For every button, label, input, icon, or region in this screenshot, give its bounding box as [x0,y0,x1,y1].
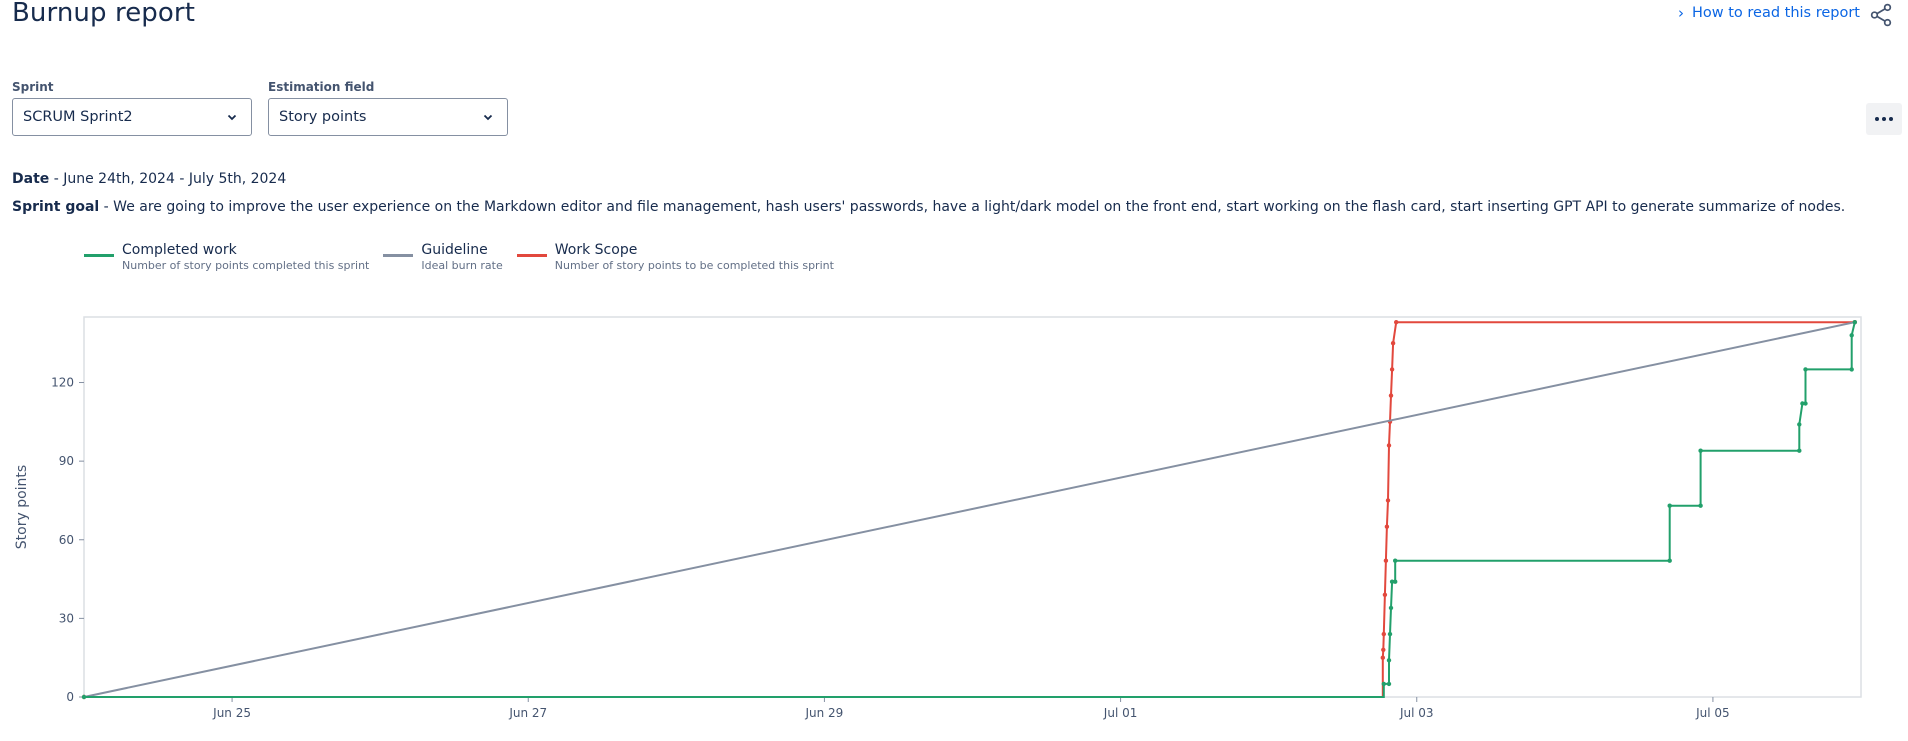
series-line-work-scope [84,321,1855,698]
estimation-select-value: Story points [279,109,367,125]
legend-name: Guideline [421,242,488,258]
data-point-completed-work[interactable] [1393,579,1398,584]
sprint-goal-label: Sprint goal [12,199,100,215]
legend-desc: Number of story points completed this sp… [122,259,370,272]
estimation-field-label: Estimation field [268,80,375,94]
chevron-down-icon [483,114,493,121]
data-point-completed-work[interactable] [1388,605,1394,611]
data-point-work-scope[interactable] [1384,524,1390,529]
legend-desc: Ideal burn rate [421,259,503,272]
legend-swatch-completed [84,254,114,257]
data-point-work-scope[interactable] [1380,655,1386,660]
estimation-field-select[interactable]: Story points [268,98,508,136]
more-horizontal-icon [1875,117,1879,121]
data-point-work-scope[interactable] [1394,320,1399,325]
chevron-right-icon: › [1677,3,1684,22]
sprint-select[interactable]: SCRUM Sprint2 [12,98,252,136]
data-point-completed-work[interactable] [1393,558,1398,563]
burnup-chart: 0 30 60 90 120 Jun 25 Jun 27 Jun 29 Jul 01 Jul 0… [14,316,1862,720]
x-tick-label: Jul 01 [1103,706,1138,720]
legend-swatch-guideline [383,254,414,257]
x-tick-label: Jun 29 [804,706,843,720]
legend-item-completed-work[interactable]: Completed work Number of story points co… [84,242,369,274]
legend-item-work-scope[interactable]: Work Scope Number of story points to be … [516,242,834,274]
data-point-completed-work[interactable] [1852,320,1858,325]
legend-desc: Number of story points to be completed t… [554,259,834,272]
data-point-work-scope[interactable] [1381,631,1387,637]
data-point-completed-work[interactable] [1386,681,1392,687]
data-point-completed-work[interactable] [1667,503,1672,508]
series-line-completed-work [84,321,1856,698]
data-point-completed-work[interactable] [1849,367,1854,372]
chevron-down-icon [227,114,237,121]
sprint-select-value: SCRUM Sprint2 [23,109,133,125]
x-tick-label: Jun 25 [212,706,251,720]
sprint-goal-value: - We are going to improve the user exper… [99,199,1846,215]
more-actions-button[interactable] [1866,103,1902,135]
y-tick-label: 120 [51,376,74,390]
y-tick-label: 60 [59,533,74,547]
share-icon[interactable] [1868,2,1894,28]
sprint-goal: Sprint goal - We are going to improve th… [12,199,1845,215]
data-point-work-scope[interactable] [1390,341,1396,346]
data-point-completed-work[interactable] [1803,367,1808,372]
x-axis: Jun 25 Jun 27 Jun 29 Jul 01 Jul 03 Jul 05 [212,697,1730,720]
data-point-completed-work[interactable] [1381,681,1387,687]
y-tick-label: 90 [59,454,74,468]
more-dot [1882,117,1886,121]
data-point-completed-work[interactable] [1386,658,1392,663]
data-point-completed-work[interactable] [81,694,87,700]
legend-name: Work Scope [554,242,638,258]
data-point-completed-work[interactable] [1800,401,1805,406]
page-title: Burnup report [12,0,195,28]
series-layer [81,320,1858,700]
data-point-work-scope[interactable] [1381,647,1386,652]
legend-swatch-work-scope [516,254,547,257]
data-point-completed-work[interactable] [1803,401,1808,406]
data-point-work-scope[interactable] [1386,443,1392,448]
sprint-label: Sprint [12,80,54,94]
y-tick-label: 30 [59,611,74,625]
sprint-date: Date - June 24th, 2024 - July 5th, 2024 [12,171,286,187]
data-point-completed-work[interactable] [1698,503,1703,508]
how-to-read-label: How to read this report [1691,5,1860,21]
x-tick-label: Jun 27 [508,706,547,720]
data-point-work-scope[interactable] [1388,393,1394,398]
data-point-completed-work[interactable] [1389,579,1395,584]
date-label: Date [12,171,50,187]
chart-legend: Completed work Number of story points co… [84,242,848,274]
data-point-completed-work[interactable] [1698,448,1703,453]
data-point-completed-work[interactable] [1387,631,1393,637]
more-dot [1889,117,1893,121]
legend-item-guideline[interactable]: Guideline Ideal burn rate [383,242,503,274]
series-line-guideline [83,321,1856,698]
data-point-work-scope[interactable] [1382,592,1388,597]
y-axis: 0 30 60 90 120 [51,376,84,704]
data-point-work-scope[interactable] [1389,367,1395,372]
data-point-work-scope[interactable] [1383,558,1389,563]
data-point-completed-work[interactable] [1667,558,1672,563]
x-tick-label: Jul 03 [1399,706,1434,720]
date-value: - June 24th, 2024 - July 5th, 2024 [49,171,287,187]
y-tick-label: 0 [66,690,74,704]
x-tick-label: Jul 05 [1695,706,1730,720]
legend-name: Completed work [122,242,237,258]
how-to-read-link[interactable]: › How to read this report [1678,5,1860,21]
data-point-completed-work[interactable] [1849,333,1854,338]
y-axis-title: Story points [14,465,30,549]
data-point-completed-work[interactable] [1797,422,1802,427]
data-point-completed-work[interactable] [1797,448,1802,453]
data-point-work-scope[interactable] [1385,498,1391,503]
